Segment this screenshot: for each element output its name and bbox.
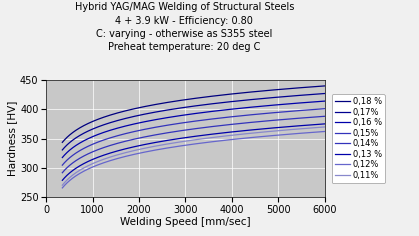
0,15%	[60, 164, 65, 167]
Line: 0,14%: 0,14%	[62, 116, 325, 173]
0,13 %	[186, 136, 191, 139]
0,11%	[184, 139, 189, 142]
0,15%	[216, 117, 221, 120]
0,14%	[186, 128, 191, 131]
0,16 %	[316, 100, 321, 103]
0,13 %	[275, 126, 280, 129]
0,18 %	[275, 88, 280, 91]
0,17%	[202, 103, 207, 106]
0,14%	[275, 118, 280, 121]
0,14%	[316, 115, 321, 118]
0,12%	[184, 143, 189, 146]
0,13 %	[60, 179, 65, 182]
0,12%	[60, 186, 65, 189]
0,14%	[184, 128, 189, 131]
0,18 %	[60, 141, 65, 144]
0,17%	[316, 93, 321, 95]
0,16 %	[322, 100, 327, 102]
0,16 %	[216, 109, 221, 112]
Y-axis label: Hardness [HV]: Hardness [HV]	[7, 101, 17, 176]
0,12%	[322, 130, 327, 133]
0,15%	[184, 121, 189, 124]
0,17%	[60, 148, 65, 151]
Line: 0,12%: 0,12%	[62, 131, 325, 188]
0,14%	[60, 171, 65, 174]
0,17%	[184, 106, 189, 109]
0,11%	[216, 135, 221, 138]
0,13 %	[322, 122, 327, 125]
0,11%	[316, 126, 321, 129]
0,13 %	[184, 136, 189, 139]
Line: 0,15%: 0,15%	[62, 109, 325, 165]
0,11%	[202, 137, 207, 140]
0,17%	[186, 105, 191, 108]
0,15%	[316, 108, 321, 111]
0,12%	[275, 134, 280, 137]
0,16 %	[186, 113, 191, 116]
0,17%	[322, 92, 327, 95]
0,13 %	[216, 132, 221, 135]
0,18 %	[216, 94, 221, 97]
0,16 %	[60, 156, 65, 159]
0,13 %	[316, 123, 321, 126]
0,16 %	[275, 103, 280, 106]
0,15%	[322, 107, 327, 110]
0,11%	[60, 184, 65, 187]
0,18 %	[202, 96, 207, 99]
Line: 0,18 %: 0,18 %	[62, 86, 325, 142]
0,14%	[322, 115, 327, 118]
0,18 %	[322, 84, 327, 87]
Legend: 0,18 %, 0,17%, 0,16 %, 0,15%, 0,14%, 0,13 %, 0,12%, 0,11%: 0,18 %, 0,17%, 0,16 %, 0,15%, 0,14%, 0,1…	[332, 94, 385, 183]
Line: 0,17%: 0,17%	[62, 93, 325, 150]
0,17%	[216, 102, 221, 105]
0,15%	[186, 121, 191, 123]
0,12%	[316, 131, 321, 133]
0,17%	[275, 96, 280, 99]
0,14%	[202, 126, 207, 129]
Text: Hybrid YAG/MAG Welding of Structural Steels
4 + 3.9 kW - Efficiency: 0.80
C: var: Hybrid YAG/MAG Welding of Structural Ste…	[75, 2, 294, 52]
0,18 %	[316, 85, 321, 88]
0,11%	[186, 139, 191, 142]
0,18 %	[186, 98, 191, 101]
Line: 0,13 %: 0,13 %	[62, 124, 325, 180]
0,14%	[216, 124, 221, 127]
0,11%	[275, 129, 280, 132]
0,18 %	[184, 98, 189, 101]
0,11%	[322, 126, 327, 128]
0,13 %	[202, 134, 207, 137]
Line: 0,11%: 0,11%	[62, 127, 325, 185]
X-axis label: Welding Speed [mm/sec]: Welding Speed [mm/sec]	[120, 218, 251, 228]
0,16 %	[202, 111, 207, 114]
0,15%	[275, 111, 280, 114]
0,12%	[216, 139, 221, 142]
0,12%	[186, 143, 191, 146]
0,16 %	[184, 113, 189, 116]
0,15%	[202, 118, 207, 121]
0,12%	[202, 141, 207, 144]
Line: 0,16 %: 0,16 %	[62, 101, 325, 158]
